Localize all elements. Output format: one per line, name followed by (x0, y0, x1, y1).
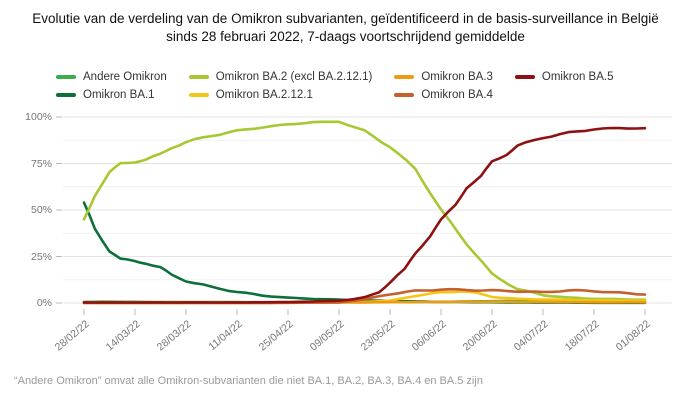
legend-label: Omikron BA.2 (excl BA.2.12.1) (215, 71, 373, 83)
legend-label: Omikron BA.4 (421, 89, 493, 101)
legend-item-omikron-ba-2-12-1: Omikron BA.2.12.1 (188, 86, 373, 104)
y-axis-tick-label: 0% (36, 297, 52, 309)
y-axis-tick-label: 100% (25, 111, 52, 123)
legend-item-omikron-ba-2-excl-ba-2-12-1: Omikron BA.2 (excl BA.2.12.1) (188, 68, 373, 86)
y-axis-tick-label: 25% (30, 250, 52, 263)
legend-swatch-icon (188, 93, 209, 97)
legend-label: Andere Omikron (83, 71, 167, 83)
legend-item-omikron-ba-1: Omikron BA.1 (56, 86, 167, 104)
chart-footnote: “Andere Omikron” omvat alle Omikron-subv… (14, 375, 483, 387)
legend-swatch-icon (56, 93, 76, 97)
series-line-2 (82, 120, 647, 302)
legend-item-omikron-ba-5: Omikron BA.5 (514, 68, 614, 86)
chart-title-line2: sinds 28 februari 2022, 7-daags voortsch… (166, 29, 525, 44)
legend-swatch-icon (56, 75, 76, 79)
legend-item-omikron-ba-4: Omikron BA.4 (394, 86, 493, 104)
legend-label: Omikron BA.2.12.1 (215, 89, 313, 101)
legend-item-andere-omikron: Andere Omikron (56, 68, 167, 86)
y-axis-tick-label: 50% (30, 204, 52, 216)
chart-title-line1: Evolutie van de verdeling van de Omikron… (32, 11, 659, 26)
legend-swatch-icon (394, 75, 415, 79)
y-axis-tick-label: 75% (30, 157, 52, 170)
legend-swatch-icon (394, 93, 415, 97)
legend-swatch-icon (188, 75, 209, 79)
chart-legend: Andere Omikron Omikron BA.1 Omikron BA.2 (… (56, 68, 613, 104)
legend-item-omikron-ba-3: Omikron BA.3 (394, 68, 493, 86)
legend-label: Omikron BA.5 (541, 71, 614, 83)
chart-title: Evolutie van de verdeling van de Omikron… (0, 10, 691, 46)
series-line-1 (82, 201, 647, 305)
legend-swatch-icon (514, 75, 535, 79)
legend-label: Omikron BA.3 (421, 71, 493, 83)
series-line-6 (82, 126, 647, 304)
legend-label: Omikron BA.1 (83, 89, 155, 101)
